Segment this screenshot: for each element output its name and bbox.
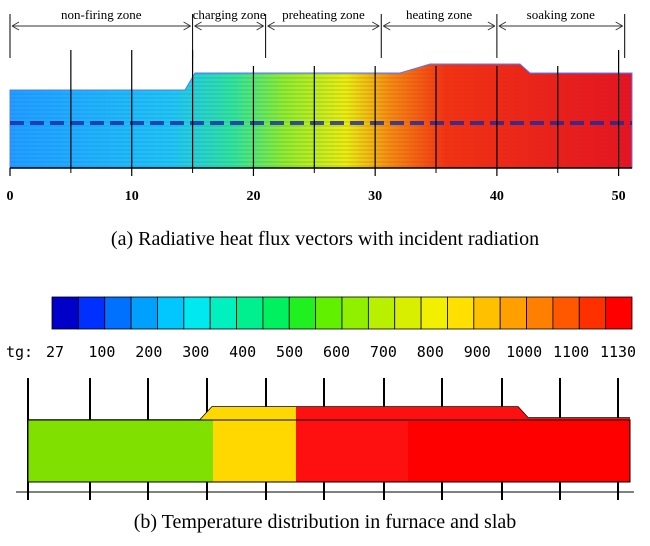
colorbar-swatch <box>394 296 422 330</box>
caption-b: (b) Temperature distribution in furnace … <box>133 511 517 533</box>
colorbar-swatch <box>315 296 343 330</box>
zone-2: preheating zone <box>267 7 380 31</box>
colorbar-swatch <box>578 296 607 330</box>
zone-arrowheads <box>383 21 496 31</box>
colorbar-swatch <box>77 296 106 330</box>
axis-tick-label: 20 <box>246 189 260 204</box>
colorbar-swatch <box>130 296 158 330</box>
colorbar-swatch <box>473 296 501 330</box>
axis-tick-label: 40 <box>490 189 504 204</box>
zone-label: charging zone <box>193 7 266 22</box>
colorbar-labels: 27 100 200 300 400 500 600 700 800 900 1000 1100 113… <box>46 343 636 361</box>
colorbar-label: 100 <box>88 343 115 361</box>
colorbar-label: 1000 <box>506 343 542 361</box>
colorbar-swatch <box>288 296 317 330</box>
colorbar-prefix: tg: <box>6 343 33 361</box>
temp-region-green <box>28 420 213 482</box>
colorbar-swatch <box>236 296 264 330</box>
zone-arrowheads <box>498 21 623 31</box>
colorbar-swatch <box>104 296 132 330</box>
zone-3: heating zone <box>383 7 496 31</box>
zone-label: preheating zone <box>282 7 365 22</box>
colorbar-swatch <box>526 296 554 330</box>
colorbar-swatch <box>605 296 633 330</box>
slab-hot-band <box>408 420 630 482</box>
colorbar-label: 500 <box>276 343 303 361</box>
zone-label: non-firing zone <box>61 7 142 22</box>
zone-arrowheads <box>11 21 191 31</box>
flux-vector-hatching <box>10 64 632 168</box>
zone-0: non-firing zone <box>11 7 191 31</box>
zone-arrowheads <box>267 21 380 31</box>
colorbar-swatch <box>367 296 396 330</box>
colorbar-swatch <box>183 296 211 330</box>
colorbar-swatch <box>341 296 369 330</box>
temp-region-yellow <box>200 407 296 482</box>
zone-1: charging zone <box>193 7 266 31</box>
colorbar-swatch <box>262 296 290 330</box>
zone-arrows: non-firing zone charging zone preheating z… <box>9 7 626 58</box>
colorbar-label: 200 <box>135 343 162 361</box>
zone-label: soaking zone <box>527 7 595 22</box>
colorbar-swatch <box>420 296 448 330</box>
x-axis-ticks: 0 10 20 30 40 50 <box>7 168 626 204</box>
colorbar-label: 1130 <box>600 343 636 361</box>
axis-tick-label: 0 <box>7 189 14 204</box>
colorbar-swatch <box>447 296 475 330</box>
colorbar-label: 400 <box>229 343 256 361</box>
colorbar-swatch <box>157 296 185 330</box>
colorbar-label: 800 <box>417 343 444 361</box>
axis-tick-label: 50 <box>612 189 626 204</box>
panel-a: non-firing zone charging zone preheating z… <box>7 7 633 204</box>
colorbar-label: 300 <box>182 343 209 361</box>
zone-4: soaking zone <box>498 7 623 31</box>
axis-tick-label: 30 <box>368 189 382 204</box>
zone-label: heating zone <box>406 7 472 22</box>
colorbar-swatch <box>552 296 580 330</box>
panel-b: tg: 27 100 200 300 400 500 600 700 800 900 1000 110… <box>6 296 636 500</box>
colorbar-label: 900 <box>464 343 491 361</box>
colorbar-label: 700 <box>370 343 397 361</box>
colorbar-label: 27 <box>46 343 64 361</box>
temperature-colorbar <box>51 296 633 330</box>
burner-dividers <box>70 50 620 168</box>
colorbar-label: 600 <box>323 343 350 361</box>
colorbar-label: 1100 <box>553 343 589 361</box>
axis-tick-label: 10 <box>125 189 139 204</box>
furnace-outline-b <box>27 419 631 483</box>
colorbar-swatch <box>51 296 79 330</box>
zone-arrowheads <box>194 21 264 31</box>
caption-a: (a) Radiative heat flux vectors with inc… <box>110 228 540 250</box>
colorbar-swatch <box>499 296 527 330</box>
colorbar-swatch <box>209 296 237 330</box>
